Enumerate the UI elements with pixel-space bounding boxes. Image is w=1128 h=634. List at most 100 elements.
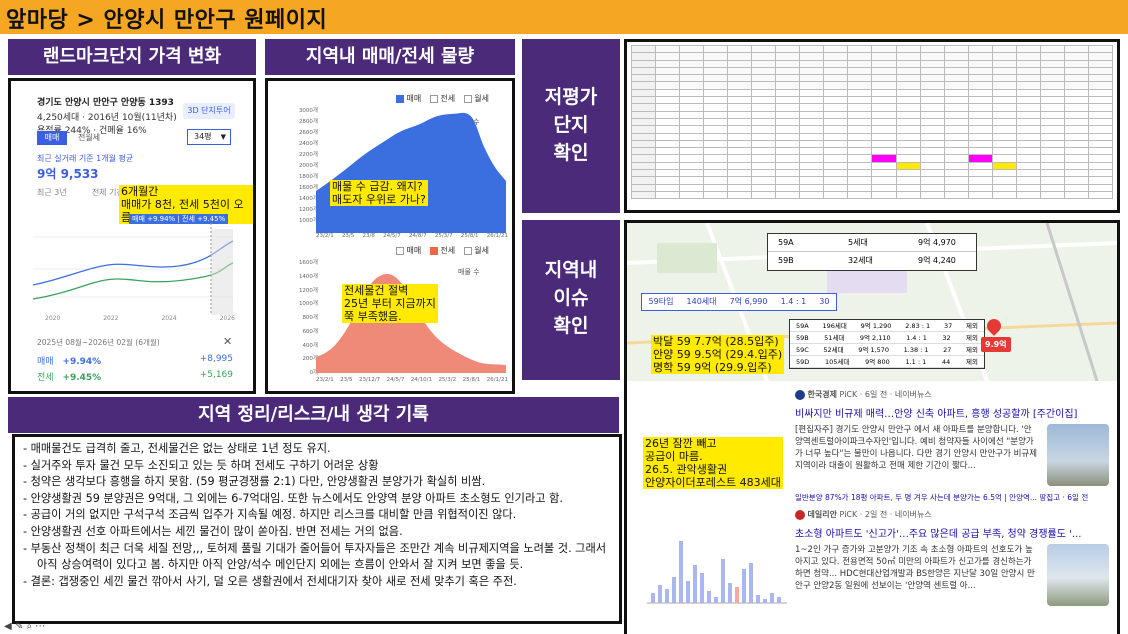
- supply-bar: [686, 581, 690, 603]
- table-row: [630, 125, 1114, 134]
- y-tick: 1000개: [298, 301, 318, 308]
- supply-bar: [665, 589, 669, 603]
- landmark-price-chart: [33, 219, 233, 315]
- x-tick: 25/3/2: [438, 377, 457, 383]
- complex-info-2: 용적률 244% · 건폐율 16%: [37, 126, 147, 136]
- y-tick: 2000개: [298, 163, 318, 169]
- x-tick: 25/8/1: [462, 377, 481, 383]
- news-item-2[interactable]: 데일리안 PiCK · 2일 전 · 네이버뉴스 초소형 아파트도 '신고가'……: [795, 509, 1111, 606]
- table-row: [630, 66, 1114, 76]
- y-tick: 0개: [309, 370, 318, 376]
- legend-top: 매매 전세 월세: [396, 93, 489, 104]
- note-item: 결론: 갭쟁중인 세낀 물건 깎아서 사기, 덜 오른 생활권에서 전세대기자 …: [23, 574, 611, 591]
- y-tick: 1000개: [298, 218, 318, 224]
- y-tick: 2400개: [298, 141, 318, 147]
- table-row: [630, 176, 1114, 185]
- y-tick: 2200개: [298, 152, 318, 158]
- supply-bar-chart: [647, 541, 787, 604]
- issue-panel: 59A 5세대 9억 4,970 59B 32세대 9억 4,240 59타입 …: [624, 220, 1120, 634]
- y-tick: 1200개: [298, 287, 318, 294]
- table-row: [630, 169, 1114, 178]
- header-landmark: 랜드마크단지 가격 변화: [8, 39, 256, 75]
- x-tick: 24/5/7: [386, 377, 405, 383]
- header-issue: 지역내 이슈 확인: [522, 220, 620, 380]
- landmark-panel: 경기도 안양시 만안구 안양동 1393 4,250세대 · 2016년 10월…: [8, 78, 256, 394]
- map-annotation: 박달 59 7.7억 (28.5입주) 안양 59 9.5억 (29.4.입주) 명…: [651, 335, 785, 374]
- undervalue-table: [630, 44, 1114, 200]
- table-row: [630, 154, 1114, 163]
- note-item: 청약은 생각보다 흥행을 하지 못함. (59 평균경쟁률 2:1) 다만, 안…: [23, 474, 611, 491]
- y-tick: 2800개: [298, 119, 318, 125]
- table-row: [630, 132, 1114, 141]
- table-row: [630, 52, 1114, 61]
- edit-icon[interactable]: ✎: [14, 621, 24, 632]
- x-label-2020: 2020: [45, 315, 61, 322]
- supply-bar: [658, 585, 662, 603]
- y-tick: 1400개: [298, 273, 318, 280]
- x-tick: 23/5: [341, 233, 355, 239]
- period-3y[interactable]: 최근 3년: [37, 188, 67, 197]
- header-summary: 지역 정리/리스크/내 생각 기록: [8, 397, 619, 433]
- table-row: [630, 110, 1114, 119]
- supply-bar: [651, 593, 655, 603]
- note-item: 매매물건도 급격히 줄고, 전세물건은 없는 상태로 1년 정도 유지.: [23, 441, 611, 458]
- table-row: 59A 196세대 9억 1,290 2.83 : 1 37 제외: [790, 320, 984, 332]
- supply-bar: [707, 591, 711, 603]
- page-title: 앞마당 > 안양시 만안구 원페이지: [6, 8, 328, 33]
- table-row: [630, 44, 1114, 54]
- map-area[interactable]: 59A 5세대 9억 4,970 59B 32세대 9억 4,240 59타입 …: [627, 223, 1117, 381]
- table-row: 59C 52세대 9억 1,570 1.38 : 1 27 제외: [790, 344, 984, 356]
- supply-bar: [693, 565, 697, 603]
- table-row: [630, 190, 1114, 200]
- supply-bar: [721, 559, 725, 603]
- x-tick: 23/2/1: [316, 377, 334, 383]
- tab-sale[interactable]: 매매: [37, 131, 67, 145]
- supply-bar: [763, 599, 767, 603]
- supply-annotation: 26년 잠깐 빼고 공급이 마름. 26.5. 관악생활권 안양자이더포레스트 483…: [643, 437, 783, 489]
- x-tick: 25/8/1: [460, 233, 479, 239]
- y-tick: 2600개: [298, 130, 318, 136]
- x-tick: 24/8/7: [409, 233, 427, 239]
- x-label-2024: 2024: [161, 315, 177, 322]
- map-badge[interactable]: 9.9억: [981, 337, 1011, 352]
- supply-bar: [735, 587, 739, 603]
- map-price-table: 59A 5세대 9억 4,970 59B 32세대 9억 4,240: [767, 233, 977, 271]
- news-source-icon: [795, 509, 805, 520]
- x-tick: 26/1/21: [486, 233, 508, 239]
- table-row: [630, 96, 1114, 105]
- tab-jeonse[interactable]: 전월세: [77, 133, 101, 142]
- volume-annotation-top: 매물 수 급감. 왜지? 매도자 우위로 가나?: [330, 180, 428, 206]
- more-icon[interactable]: ⋯: [35, 621, 46, 632]
- x-label-2026: 2026: [219, 315, 235, 322]
- y-tick: 800개: [302, 315, 318, 321]
- close-icon[interactable]: ✕: [223, 335, 233, 348]
- prev-icon[interactable]: ◀: [4, 621, 12, 632]
- table-row: [630, 147, 1114, 156]
- header-volume: 지역내 매매/전세 물량: [265, 39, 515, 75]
- news-thumbnail: [1047, 544, 1109, 606]
- tour-button[interactable]: 3D 단지투어: [183, 103, 235, 119]
- table-row: [630, 161, 1114, 171]
- landmark-row-sale: 매매 +9.94% +8,995: [37, 354, 233, 367]
- zoom-icon[interactable]: ⌕: [26, 621, 33, 632]
- table-row: [630, 117, 1114, 127]
- x-tick: 23/2/1: [316, 233, 334, 239]
- recent-label: 최근 실거래 기준 1개월 평균: [37, 154, 134, 163]
- period-all[interactable]: 전체 기간: [91, 188, 124, 197]
- x-tick: 23/5: [340, 377, 353, 383]
- x-tick: 23/8: [362, 233, 375, 239]
- y-tick: 1600개: [298, 260, 318, 266]
- y-tick: 1600개: [298, 185, 318, 191]
- supply-bar: [770, 593, 774, 603]
- x-tick: 26/1/21: [486, 377, 508, 383]
- y-tick: 400개: [302, 342, 318, 349]
- y-tick: 3000개: [298, 108, 318, 114]
- size-select[interactable]: 34평 ▼: [187, 129, 231, 145]
- supply-bar: [728, 583, 732, 603]
- top-title-bar: 앞마당 > 안양시 만안구 원페이지: [0, 0, 1128, 34]
- supply-bar: [679, 541, 683, 603]
- y-tick: 200개: [302, 356, 318, 363]
- header-undervalue: 저평가 단지 확인: [522, 39, 620, 213]
- map-bar-row: 59타입 140세대 7억 6,990 1.4 : 1 30: [641, 293, 837, 311]
- news-item-1[interactable]: 한국경제 PiCK · 6일 전 · 네이버뉴스 비싸지만 비규제 매력…안양 …: [795, 389, 1111, 503]
